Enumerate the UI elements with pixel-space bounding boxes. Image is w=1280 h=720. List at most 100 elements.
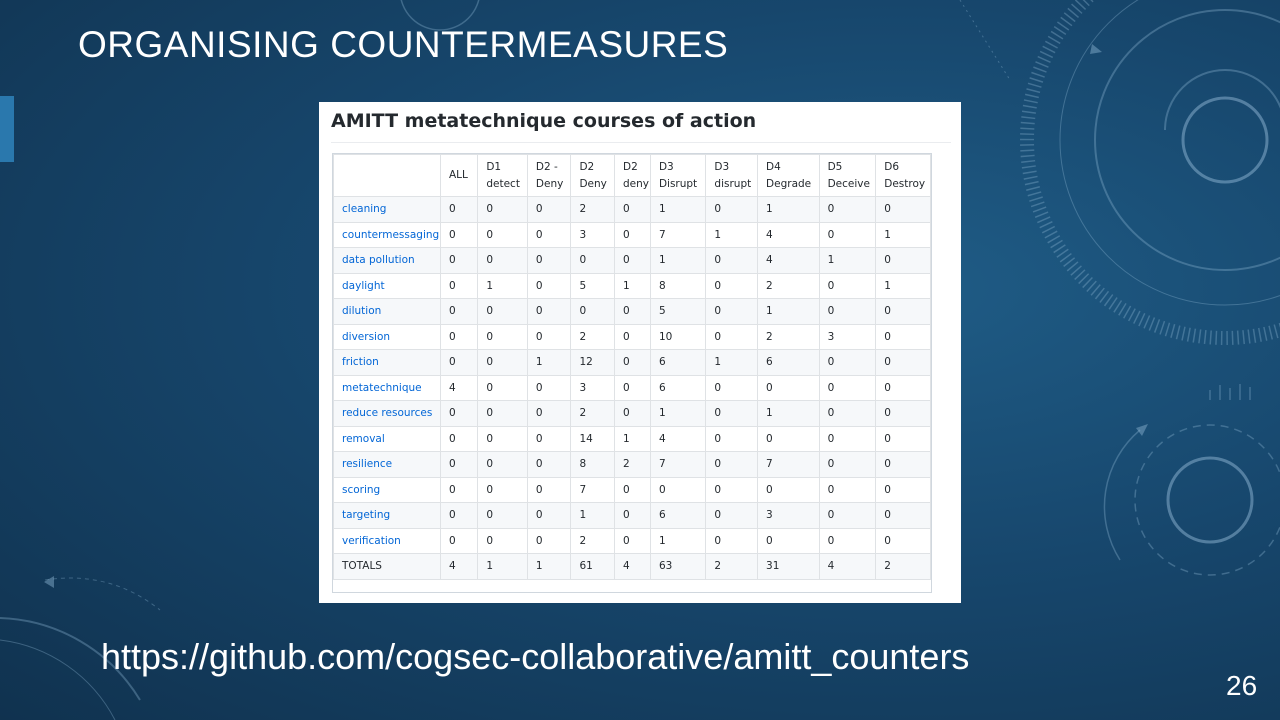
courses-of-action-table: ALL D1 detect D2 - Deny D2 Deny D2 deny D3 Disrupt… <box>333 154 931 580</box>
column-header-line2: Deny <box>535 177 564 190</box>
table-cell: 0 <box>439 272 479 299</box>
totals-cell: 61 <box>570 553 615 580</box>
column-header-line1: D6 <box>884 160 899 173</box>
table-row: verification 0 0 0 2 0 1 0 0 0 0 <box>333 527 931 554</box>
table-cell: 0 <box>705 374 759 401</box>
row-label-cell: daylight <box>333 272 441 299</box>
column-header-line2: deny <box>623 177 649 190</box>
table-cell: 1 <box>649 527 707 554</box>
table-cell: 1 <box>526 349 572 376</box>
column-header-line2: Deceive <box>827 177 870 190</box>
table-cell: 1 <box>757 196 820 223</box>
table-cell: 1 <box>875 272 931 299</box>
table-cell: 0 <box>818 221 877 248</box>
row-link-daylight[interactable]: daylight <box>342 279 385 292</box>
row-label-cell: verification <box>333 527 441 554</box>
row-link-data-pollution[interactable]: data pollution <box>342 254 415 267</box>
column-header-line1: D3 <box>714 160 730 173</box>
table-cell: 0 <box>705 298 759 325</box>
table-cell: 0 <box>477 298 528 325</box>
table-cell: 0 <box>757 527 820 554</box>
table-cell: 0 <box>875 502 931 529</box>
table-cell: 2 <box>570 527 615 554</box>
table-container[interactable]: ALL D1 detect D2 - Deny D2 Deny D2 deny D3 Disrupt… <box>332 153 932 593</box>
row-link-dilution[interactable]: dilution <box>342 305 382 318</box>
column-header <box>333 154 441 197</box>
table-cell: 0 <box>875 400 931 427</box>
row-link-targeting[interactable]: targeting <box>342 509 391 522</box>
table-cell: 0 <box>439 451 479 478</box>
table-cell: 1 <box>818 247 877 274</box>
table-cell: 0 <box>875 247 931 274</box>
table-cell: 1 <box>649 247 707 274</box>
repository-url[interactable]: https://github.com/cogsec-collaborative/… <box>101 636 970 677</box>
table-cell: 0 <box>875 374 931 401</box>
table-cell: 4 <box>757 247 820 274</box>
row-label-cell: resilience <box>333 451 441 478</box>
table-cell: 0 <box>818 196 877 223</box>
row-link-verification[interactable]: verification <box>342 534 401 547</box>
table-cell: 5 <box>570 272 615 299</box>
github-table-screenshot: AMITT metatechnique courses of action AL… <box>319 102 961 603</box>
table-cell: 0 <box>526 527 572 554</box>
row-label-cell: scoring <box>333 476 441 503</box>
table-cell: 0 <box>526 196 572 223</box>
table-cell: 0 <box>439 196 479 223</box>
table-cell: 0 <box>614 527 651 554</box>
row-link-metatechnique[interactable]: metatechnique <box>342 381 422 394</box>
totals-cell: 1 <box>477 553 528 580</box>
table-cell: 8 <box>570 451 615 478</box>
column-header: D5 Deceive <box>818 154 877 197</box>
column-header-line2: disrupt <box>714 177 752 190</box>
table-heading: AMITT metatechnique courses of action <box>331 110 757 132</box>
table-cell: 0 <box>614 196 651 223</box>
table-cell: 0 <box>818 272 877 299</box>
row-link-diversion[interactable]: diversion <box>342 330 391 343</box>
table-row: diversion 0 0 0 2 0 10 0 2 3 0 <box>333 323 931 350</box>
table-cell: 2 <box>757 323 820 350</box>
table-cell: 0 <box>526 400 572 427</box>
row-link-scoring[interactable]: scoring <box>342 483 381 496</box>
row-link-resilience[interactable]: resilience <box>342 458 393 471</box>
table-cell: 0 <box>439 349 479 376</box>
totals-cell: 2 <box>875 553 931 580</box>
table-cell: 6 <box>757 349 820 376</box>
column-header-line1: D4 <box>766 160 781 173</box>
table-cell: 0 <box>477 400 528 427</box>
table-row: data pollution 0 0 0 0 0 1 0 4 1 0 <box>333 247 931 274</box>
row-link-cleaning[interactable]: cleaning <box>342 203 387 216</box>
table-cell: 7 <box>649 221 707 248</box>
table-cell: 3 <box>570 221 615 248</box>
table-row: dilution 0 0 0 0 0 5 0 1 0 0 <box>333 298 931 325</box>
row-link-countermessaging[interactable]: countermessaging <box>342 228 440 241</box>
table-cell: 1 <box>875 221 931 248</box>
row-link-friction[interactable]: friction <box>342 356 379 369</box>
table-cell: 0 <box>875 425 931 452</box>
table-cell: 0 <box>875 298 931 325</box>
column-header-line2: Disrupt <box>658 177 698 190</box>
column-header: D3 Disrupt <box>649 154 707 197</box>
column-header-line1: D2 <box>623 160 638 173</box>
table-cell: 0 <box>757 374 820 401</box>
table-cell: 0 <box>705 400 759 427</box>
table-cell: 3 <box>757 502 820 529</box>
table-cell: 0 <box>526 272 572 299</box>
table-cell: 0 <box>439 221 479 248</box>
table-cell: 0 <box>570 247 615 274</box>
row-link-reduce-resources[interactable]: reduce resources <box>342 407 433 420</box>
column-header-line1: D2 <box>579 160 595 173</box>
table-cell: 0 <box>614 323 651 350</box>
totals-cell: 63 <box>649 553 707 580</box>
row-link-removal[interactable]: removal <box>342 432 385 445</box>
table-cell: 0 <box>477 476 528 503</box>
table-cell: 0 <box>477 527 528 554</box>
column-header-line2: Degrade <box>766 177 812 190</box>
table-cell: 2 <box>570 323 615 350</box>
column-header: D2 Deny <box>570 154 615 197</box>
table-cell: 12 <box>570 349 615 376</box>
table-cell: 0 <box>526 476 572 503</box>
table-cell: 10 <box>649 323 707 350</box>
table-cell: 2 <box>570 400 615 427</box>
table-cell: 1 <box>705 221 759 248</box>
table-cell: 0 <box>818 425 877 452</box>
